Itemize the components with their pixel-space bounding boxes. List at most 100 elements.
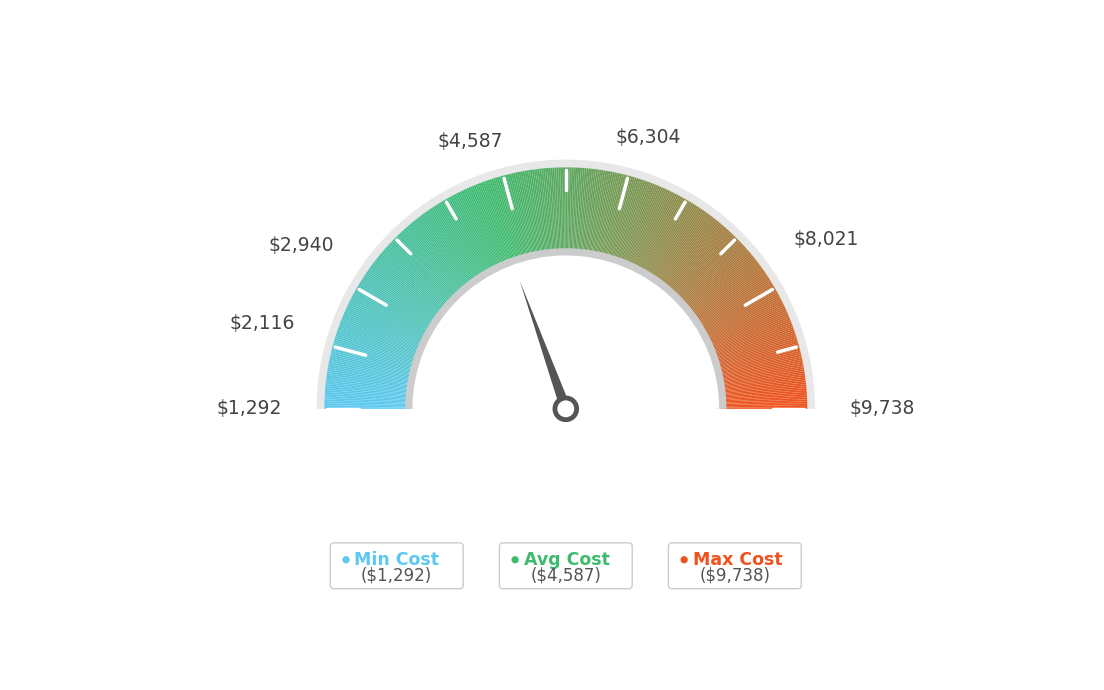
Wedge shape [463, 190, 501, 269]
Wedge shape [689, 262, 758, 316]
Wedge shape [560, 168, 563, 255]
Wedge shape [389, 244, 453, 304]
Wedge shape [638, 195, 680, 273]
Wedge shape [586, 170, 599, 256]
Wedge shape [395, 237, 457, 299]
Wedge shape [651, 208, 701, 281]
Wedge shape [500, 176, 526, 260]
Wedge shape [549, 168, 556, 255]
Wedge shape [576, 168, 585, 255]
Wedge shape [456, 193, 497, 271]
Wedge shape [328, 367, 414, 384]
Wedge shape [326, 386, 412, 395]
Wedge shape [574, 168, 581, 255]
Wedge shape [493, 178, 520, 262]
Wedge shape [716, 353, 802, 374]
Wedge shape [400, 233, 460, 297]
Wedge shape [697, 279, 771, 327]
Wedge shape [394, 238, 457, 300]
Wedge shape [432, 207, 481, 280]
Wedge shape [688, 261, 757, 315]
Wedge shape [326, 379, 413, 391]
Wedge shape [458, 192, 498, 270]
Wedge shape [559, 168, 562, 255]
Wedge shape [692, 270, 764, 321]
Wedge shape [637, 195, 679, 273]
Wedge shape [585, 169, 598, 255]
Wedge shape [378, 257, 446, 312]
Wedge shape [659, 217, 714, 287]
Wedge shape [664, 221, 720, 290]
Wedge shape [325, 390, 412, 398]
Wedge shape [710, 324, 793, 355]
Wedge shape [443, 200, 488, 276]
Wedge shape [511, 173, 532, 258]
Wedge shape [575, 168, 583, 255]
Wedge shape [609, 177, 635, 261]
Wedge shape [413, 220, 469, 289]
FancyBboxPatch shape [668, 543, 802, 589]
Wedge shape [455, 194, 496, 272]
Wedge shape [604, 175, 628, 259]
Wedge shape [697, 281, 772, 328]
Wedge shape [370, 267, 440, 319]
Wedge shape [597, 172, 617, 258]
Wedge shape [719, 379, 806, 391]
Wedge shape [603, 175, 626, 259]
Wedge shape [577, 168, 586, 255]
Wedge shape [710, 320, 792, 353]
Wedge shape [513, 172, 533, 258]
Circle shape [558, 400, 574, 417]
Wedge shape [482, 181, 513, 264]
Wedge shape [343, 313, 424, 348]
Wedge shape [413, 255, 719, 408]
Wedge shape [679, 244, 743, 304]
Wedge shape [401, 231, 460, 296]
Wedge shape [408, 224, 466, 291]
Wedge shape [331, 351, 416, 373]
Wedge shape [340, 322, 422, 354]
Wedge shape [325, 392, 412, 399]
Wedge shape [497, 177, 522, 261]
Wedge shape [448, 197, 491, 274]
Wedge shape [584, 169, 596, 255]
Wedge shape [710, 322, 792, 354]
Wedge shape [332, 345, 416, 369]
Wedge shape [342, 317, 423, 351]
Wedge shape [587, 170, 602, 256]
Wedge shape [671, 231, 731, 296]
Wedge shape [606, 176, 631, 260]
Wedge shape [629, 189, 667, 268]
Wedge shape [459, 191, 499, 270]
Wedge shape [438, 203, 485, 277]
Wedge shape [672, 234, 734, 298]
Wedge shape [433, 206, 482, 279]
Wedge shape [689, 264, 760, 317]
Wedge shape [669, 229, 729, 295]
Wedge shape [362, 278, 436, 326]
Wedge shape [415, 219, 470, 288]
Wedge shape [382, 250, 449, 308]
Wedge shape [425, 211, 477, 283]
Wedge shape [595, 172, 613, 257]
Wedge shape [533, 169, 546, 255]
Wedge shape [691, 267, 762, 319]
Wedge shape [361, 279, 435, 327]
Wedge shape [704, 303, 784, 342]
Wedge shape [545, 168, 554, 255]
Text: $9,738: $9,738 [850, 400, 915, 418]
Wedge shape [720, 394, 807, 400]
Wedge shape [701, 290, 777, 335]
Wedge shape [679, 245, 744, 305]
Wedge shape [580, 168, 588, 255]
Wedge shape [630, 190, 669, 269]
Wedge shape [327, 375, 413, 388]
Text: $4,587: $4,587 [437, 132, 502, 151]
Wedge shape [602, 174, 624, 259]
Wedge shape [628, 188, 666, 268]
Wedge shape [539, 168, 550, 255]
Wedge shape [686, 257, 754, 312]
Wedge shape [564, 167, 565, 255]
Text: ($4,587): ($4,587) [530, 566, 602, 584]
Wedge shape [445, 199, 489, 275]
